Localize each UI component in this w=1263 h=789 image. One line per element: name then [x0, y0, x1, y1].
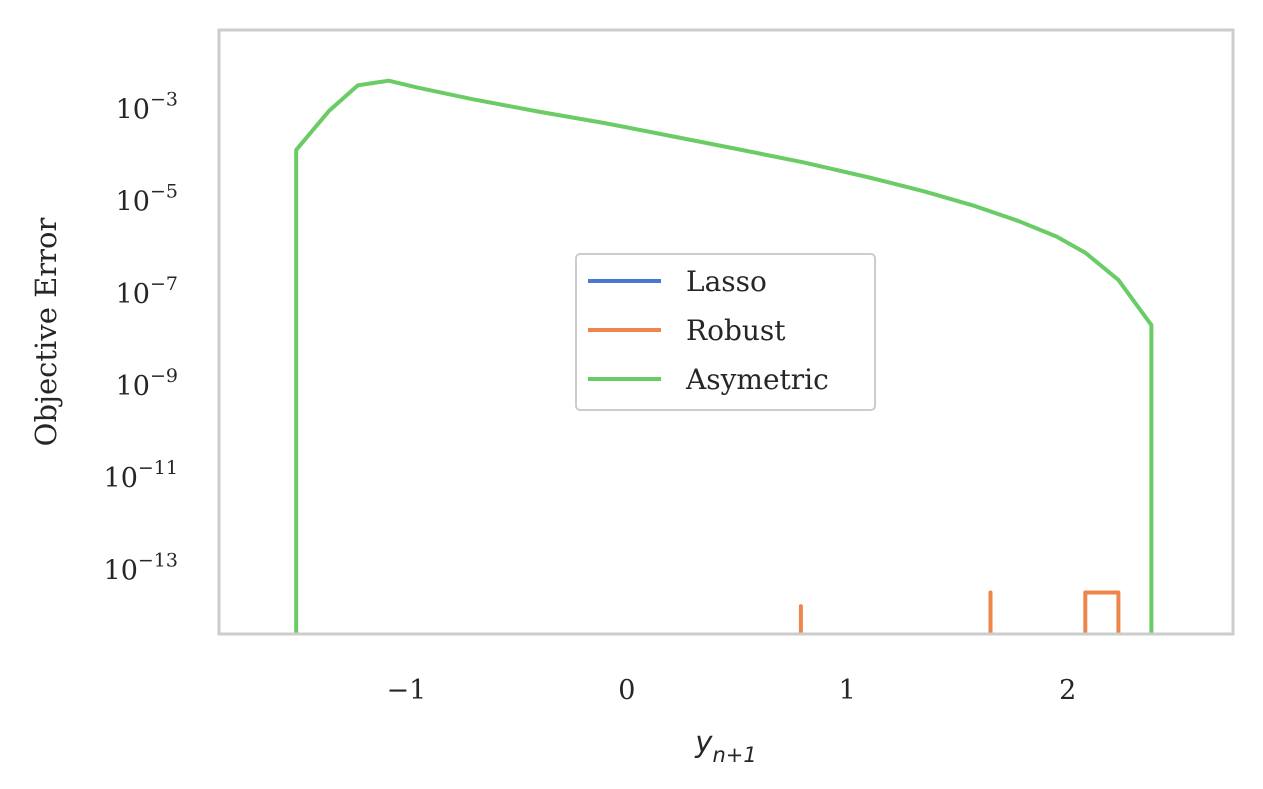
- x-tick-label-3: 2: [1059, 675, 1076, 706]
- y-tick-base: 10: [116, 371, 150, 402]
- y-tick-base: 10: [116, 187, 150, 218]
- x-axis-label-base: y: [694, 725, 713, 759]
- legend-label: Asymetric: [685, 363, 829, 396]
- y-tick-exponent: −11: [138, 457, 178, 479]
- y-tick-label-2: 10−7: [116, 273, 178, 310]
- y-tick-exponent: −5: [150, 181, 178, 203]
- y-tick-exponent: −3: [150, 88, 178, 110]
- y-tick-base: 10: [104, 463, 138, 494]
- y-tick-label-0: 10−3: [116, 88, 178, 125]
- legend-label: Robust: [686, 314, 786, 347]
- series-line-robust: [798, 590, 1121, 634]
- legend: Lasso Robust Asymetric: [575, 253, 876, 411]
- plot-frame: [217, 28, 1235, 636]
- y-tick-label-5: 10−13: [104, 549, 178, 586]
- y-tick-exponent: −7: [150, 273, 178, 295]
- y-tick-base: 10: [116, 279, 150, 310]
- y-tick-base: 10: [116, 94, 150, 125]
- y-tick-base: 10: [104, 555, 138, 586]
- x-axis-label-sub: n+1: [712, 743, 756, 767]
- legend-item-asymetric: Asymetric: [588, 363, 829, 396]
- y-tick-exponent: −9: [150, 365, 178, 387]
- x-axis-label: yn+1: [694, 725, 756, 767]
- legend-item-robust: Robust: [588, 314, 786, 347]
- y-tick-exponent: −13: [138, 549, 178, 571]
- x-tick-label-0: −1: [386, 675, 426, 706]
- y-axis-label: Objective Error: [29, 218, 63, 447]
- y-tick-label-1: 10−5: [116, 181, 178, 218]
- x-tick-labels: −1 0 1 2: [386, 675, 1076, 706]
- y-tick-label-4: 10−11: [104, 457, 178, 494]
- x-tick-label-1: 0: [618, 675, 635, 706]
- legend-label: Lasso: [686, 265, 767, 298]
- x-tick-label-2: 1: [839, 675, 856, 706]
- series-line-asymetric: [294, 78, 1154, 634]
- legend-frame: [575, 253, 876, 411]
- series-layer: [294, 78, 1154, 634]
- legend-items: Lasso Robust Asymetric: [588, 265, 829, 396]
- y-tick-label-3: 10−9: [116, 365, 178, 402]
- legend-item-lasso: Lasso: [588, 265, 767, 298]
